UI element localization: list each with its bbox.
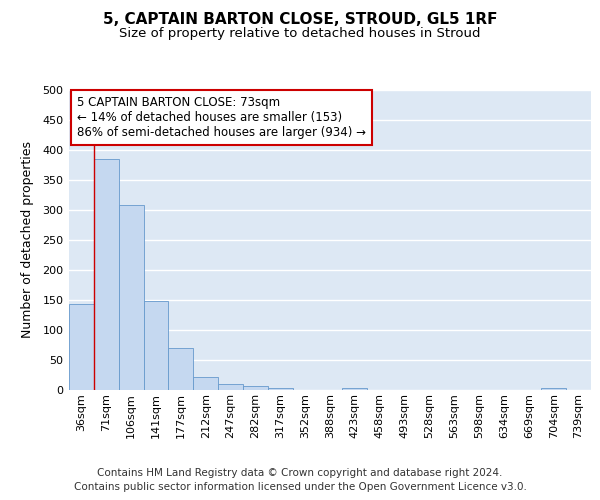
Text: 5, CAPTAIN BARTON CLOSE, STROUD, GL5 1RF: 5, CAPTAIN BARTON CLOSE, STROUD, GL5 1RF (103, 12, 497, 28)
Bar (69, 304, 94, 390)
Text: Contains HM Land Registry data © Crown copyright and database right 2024.: Contains HM Land Registry data © Crown c… (97, 468, 503, 477)
Bar (541, 388, 566, 390)
Bar (169, 348, 193, 390)
Bar (119, 205, 143, 390)
Bar (143, 301, 169, 390)
Y-axis label: Number of detached properties: Number of detached properties (21, 142, 34, 338)
Text: Size of property relative to detached houses in Stroud: Size of property relative to detached ho… (119, 28, 481, 40)
Bar (243, 386, 268, 390)
Text: Contains public sector information licensed under the Open Government Licence v3: Contains public sector information licen… (74, 482, 526, 492)
Bar (268, 388, 293, 390)
Bar (193, 377, 218, 390)
Bar (94, 159, 119, 390)
Bar (343, 388, 367, 390)
Bar (218, 384, 243, 390)
Text: 5 CAPTAIN BARTON CLOSE: 73sqm
← 14% of detached houses are smaller (153)
86% of : 5 CAPTAIN BARTON CLOSE: 73sqm ← 14% of d… (77, 96, 366, 139)
